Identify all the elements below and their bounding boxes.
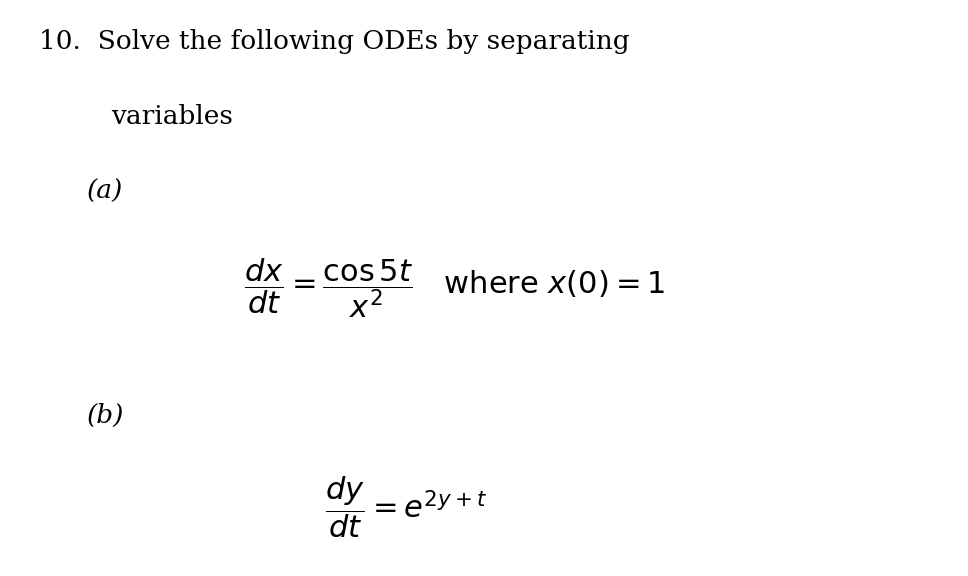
Text: variables: variables [111, 104, 233, 128]
Text: 10.  Solve the following ODEs by separating: 10. Solve the following ODEs by separati… [39, 29, 629, 54]
Text: $\dfrac{dx}{dt} = \dfrac{\cos 5t}{x^2} \quad \text{where } x(0) = 1$: $\dfrac{dx}{dt} = \dfrac{\cos 5t}{x^2} \… [245, 256, 665, 320]
Text: (a): (a) [87, 179, 123, 203]
Text: (b): (b) [87, 403, 125, 428]
Text: $\dfrac{dy}{dt} = e^{2y+t}$: $\dfrac{dy}{dt} = e^{2y+t}$ [325, 474, 488, 540]
